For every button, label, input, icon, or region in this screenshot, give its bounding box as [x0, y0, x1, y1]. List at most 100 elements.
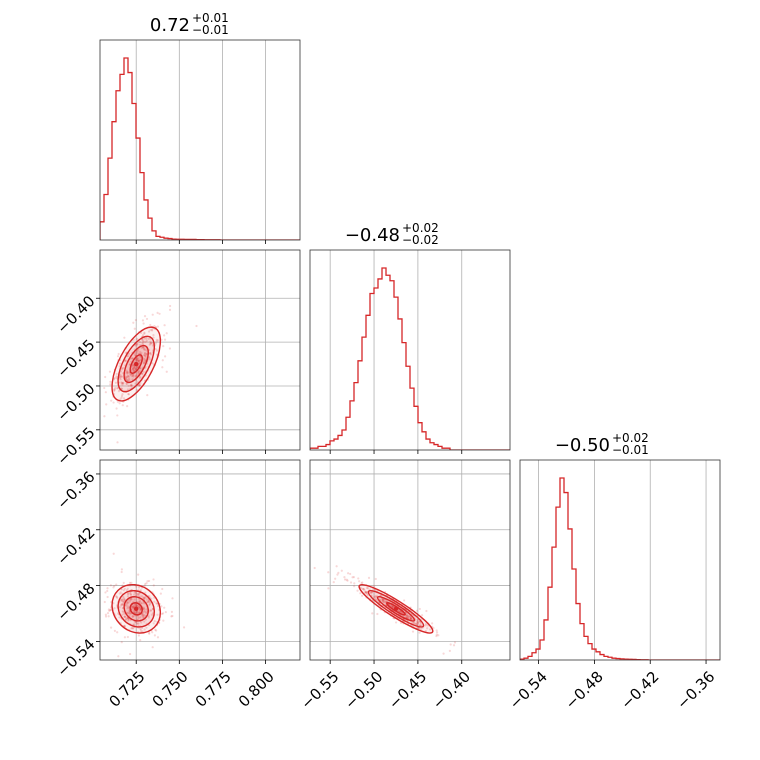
sample-point — [142, 613, 145, 616]
sample-point — [132, 369, 136, 372]
sample-point — [129, 373, 132, 376]
sample-point — [147, 579, 151, 583]
gridlines — [538, 460, 707, 660]
sample-point — [137, 370, 140, 373]
sample-point — [143, 348, 146, 351]
sample-point — [142, 340, 145, 343]
sample-point — [130, 384, 133, 387]
sample-point — [412, 621, 415, 624]
sample-point — [128, 652, 132, 656]
sample-point — [131, 627, 135, 630]
sample-point — [143, 614, 146, 617]
sample-point — [416, 621, 419, 624]
sample-point — [126, 372, 129, 375]
sample-point — [116, 387, 119, 390]
sample-point — [135, 374, 138, 377]
sample-point — [129, 598, 132, 601]
sample-point — [397, 609, 401, 613]
sample-point — [343, 576, 346, 579]
sample-point — [141, 341, 144, 344]
gridlines — [329, 250, 463, 450]
sample-point — [140, 346, 143, 350]
sample-point — [147, 600, 150, 603]
sample-point — [409, 615, 412, 618]
sample-point — [104, 613, 107, 616]
sample-point — [421, 614, 424, 617]
sample-point — [364, 590, 367, 593]
sample-point — [156, 602, 159, 605]
sample-point — [409, 617, 412, 620]
sample-point — [374, 594, 377, 598]
sample-point — [150, 342, 153, 345]
sample-point — [448, 649, 451, 652]
sample-point — [109, 608, 113, 612]
sample-point — [136, 337, 139, 341]
sample-point — [109, 380, 112, 383]
sample-point — [119, 398, 122, 401]
sample-point — [424, 623, 428, 626]
sample-point — [144, 582, 147, 586]
sample-point — [112, 586, 115, 589]
sample-point — [151, 631, 154, 634]
sample-point — [139, 607, 142, 611]
sample-point — [132, 321, 135, 324]
sample-point — [131, 378, 134, 381]
sample-point — [113, 377, 116, 380]
x-tick-label: −0.40 — [429, 668, 474, 713]
sample-point — [424, 629, 427, 633]
sample-point — [118, 402, 121, 405]
sample-point — [90, 409, 92, 411]
sample-point — [126, 388, 130, 391]
sample-point — [122, 397, 126, 400]
sample-point — [155, 629, 158, 632]
sample-point — [130, 357, 133, 360]
sample-point — [123, 598, 127, 601]
sample-point — [138, 343, 142, 347]
sample-point — [163, 338, 167, 341]
sample-point — [115, 595, 118, 598]
sample-point — [149, 601, 152, 604]
sample-point — [93, 619, 95, 621]
sample-point — [125, 359, 128, 363]
sample-point — [362, 587, 365, 591]
sample-point — [361, 587, 364, 590]
title-value: −0.50 — [555, 435, 610, 456]
sample-point — [153, 620, 156, 623]
sample-point — [155, 349, 159, 352]
sample-point — [149, 342, 153, 345]
sample-point — [136, 357, 140, 361]
sample-point — [142, 362, 146, 365]
sample-point — [113, 607, 116, 610]
sample-point — [134, 344, 137, 347]
sample-point — [139, 358, 142, 362]
title-upper-error: +0.02 — [402, 221, 439, 235]
sample-point — [126, 379, 130, 382]
sample-point — [113, 389, 116, 392]
sample-point — [168, 308, 172, 311]
sample-point — [170, 615, 173, 618]
sample-point — [143, 337, 146, 340]
sample-point — [406, 614, 409, 617]
title-upper-error: +0.02 — [612, 431, 649, 445]
sample-point — [121, 368, 124, 371]
sample-point — [138, 384, 141, 387]
sample-point — [405, 613, 408, 616]
panel-scatter-param2-param3 — [309, 459, 511, 664]
sample-point — [135, 604, 138, 607]
panel-scatter-param1-param2 — [90, 249, 301, 454]
sample-point — [449, 643, 452, 646]
sample-point — [147, 600, 151, 603]
sample-point — [156, 636, 160, 639]
sample-point — [156, 325, 160, 328]
sample-point — [137, 359, 141, 362]
sample-point — [131, 626, 134, 630]
sample-point — [154, 342, 157, 345]
x-tick-labels: 0.725 0.750 0.775 0.800 −0.55−0.50−0.45−0.40… — [105, 668, 718, 713]
sample-point — [142, 370, 145, 373]
x-tick-label: 0.750 — [149, 668, 192, 711]
y-tick-label: −0.36 — [53, 468, 98, 513]
title-value: 0.72 — [150, 15, 190, 36]
sample-point — [135, 585, 138, 588]
sample-point — [122, 366, 125, 370]
sample-point — [370, 591, 374, 594]
